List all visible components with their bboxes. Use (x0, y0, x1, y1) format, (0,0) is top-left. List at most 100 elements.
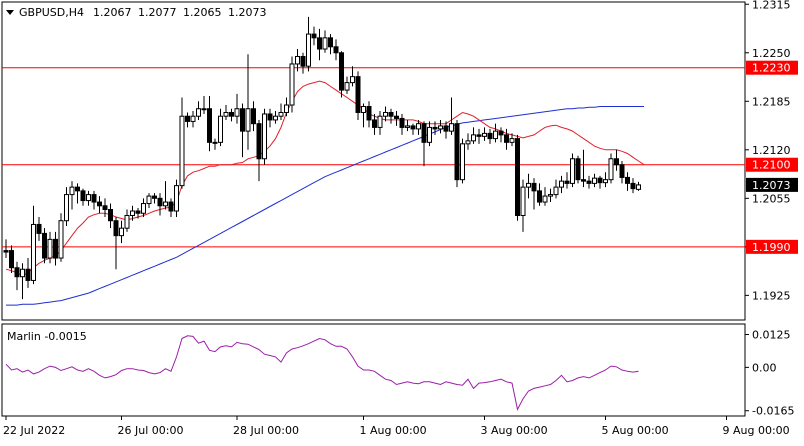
price-pane-frame[interactable] (1, 1, 746, 321)
candle (482, 127, 487, 141)
current-price-label: 1.2073 (752, 179, 791, 192)
bullish-candle-body (350, 76, 355, 84)
bearish-candle-body (25, 268, 31, 281)
bearish-candle-body (399, 117, 405, 128)
candle (14, 261, 20, 291)
candle (245, 54, 251, 150)
candle (443, 121, 449, 139)
candle (399, 113, 405, 135)
bearish-candle-body (36, 223, 42, 234)
candle (240, 103, 245, 158)
candle (515, 134, 520, 221)
bullish-candle-body (284, 104, 289, 113)
bearish-candle-body (581, 179, 586, 182)
candle (229, 108, 234, 122)
bullish-candle-body (344, 82, 350, 91)
candle (201, 96, 207, 114)
candle (333, 39, 339, 61)
candle (630, 178, 636, 194)
time-axis: 22 Jul 2022 26 Jul 00:00 28 Jul 00:00 1 Aug… (3, 416, 790, 437)
bullish-candle-body (289, 63, 295, 106)
bullish-candle-body (460, 143, 465, 181)
candle (295, 49, 300, 72)
candle (460, 138, 465, 184)
candle (157, 193, 163, 216)
bullish-candle-body (262, 113, 267, 160)
level-badge (746, 239, 798, 254)
bearish-candle-body (614, 158, 619, 166)
candle (152, 193, 157, 204)
bearish-candle-body (515, 138, 520, 216)
candle (262, 108, 267, 165)
candle (20, 263, 25, 300)
candle (9, 245, 14, 273)
bearish-candle-body (113, 220, 119, 237)
oscillator-pane-frame[interactable] (1, 323, 746, 417)
bearish-candle-body (3, 250, 9, 253)
bullish-candle-body (482, 132, 487, 137)
bullish-candle-body (559, 180, 564, 188)
candle (548, 188, 553, 203)
bearish-candle-body (630, 182, 636, 190)
candle (69, 181, 75, 210)
bearish-candle-body (388, 111, 394, 117)
candle (174, 179, 179, 217)
bearish-candle-body (317, 37, 322, 50)
bullish-candle-body (405, 125, 410, 128)
bullish-candle-body (245, 108, 251, 132)
candle (586, 175, 592, 189)
candle (537, 183, 542, 206)
bullish-candle-body (438, 125, 443, 130)
price-tick-label: 1.2250 (752, 47, 791, 60)
bullish-candle-body (64, 194, 69, 222)
bullish-candle-body (58, 220, 64, 259)
bullish-candle-body (465, 140, 471, 145)
candle (432, 121, 438, 135)
candle (108, 203, 113, 229)
time-tick-label: 1 Aug 00:00 (360, 424, 427, 437)
bearish-candle-body (207, 108, 212, 143)
candle (471, 127, 476, 144)
level-badge-label: 1.2230 (752, 62, 791, 75)
bullish-candle-body (608, 158, 614, 181)
candle (509, 133, 515, 147)
candle (597, 175, 603, 189)
candle (383, 106, 388, 122)
oscillator-tick-label: -0.0165 (752, 405, 794, 418)
bullish-candle-body (553, 186, 559, 196)
level-badge (746, 60, 798, 75)
bearish-candle-body (42, 232, 47, 259)
candle (504, 128, 509, 150)
price-tick-label: 1.2055 (752, 192, 791, 205)
candle (163, 181, 168, 210)
candle (410, 123, 416, 135)
candle (487, 128, 493, 144)
bullish-candle-body (47, 238, 53, 259)
collapse-triangle-icon[interactable] (6, 10, 14, 15)
bullish-candle-body (592, 177, 597, 184)
candle (575, 155, 581, 184)
candle (416, 119, 421, 135)
bullish-candle-body (377, 115, 383, 128)
price-axis: 1.2315 1.2250 1.2185 1.2120 1.2055 1.1990 1.19… (745, 0, 798, 302)
bullish-candle-body (141, 203, 146, 214)
bearish-candle-body (504, 134, 509, 143)
candle (454, 119, 460, 188)
marlin-line (5, 335, 639, 411)
bearish-candle-body (168, 201, 174, 212)
bullish-candle-body (322, 37, 328, 50)
bearish-candle-body (355, 76, 361, 113)
time-tick-label: 26 Jul 00:00 (118, 424, 184, 437)
price-tick-label: 1.2185 (752, 95, 791, 108)
bearish-candle-body (108, 209, 113, 222)
candle (146, 193, 152, 209)
bearish-candle-body (421, 123, 427, 143)
bearish-candle-body (372, 119, 377, 128)
bearish-candle-body (328, 37, 333, 48)
bullish-candle-body (509, 138, 515, 143)
candle (179, 97, 185, 189)
candle (75, 183, 80, 204)
bullish-candle-body (526, 182, 531, 188)
candle (251, 101, 256, 132)
